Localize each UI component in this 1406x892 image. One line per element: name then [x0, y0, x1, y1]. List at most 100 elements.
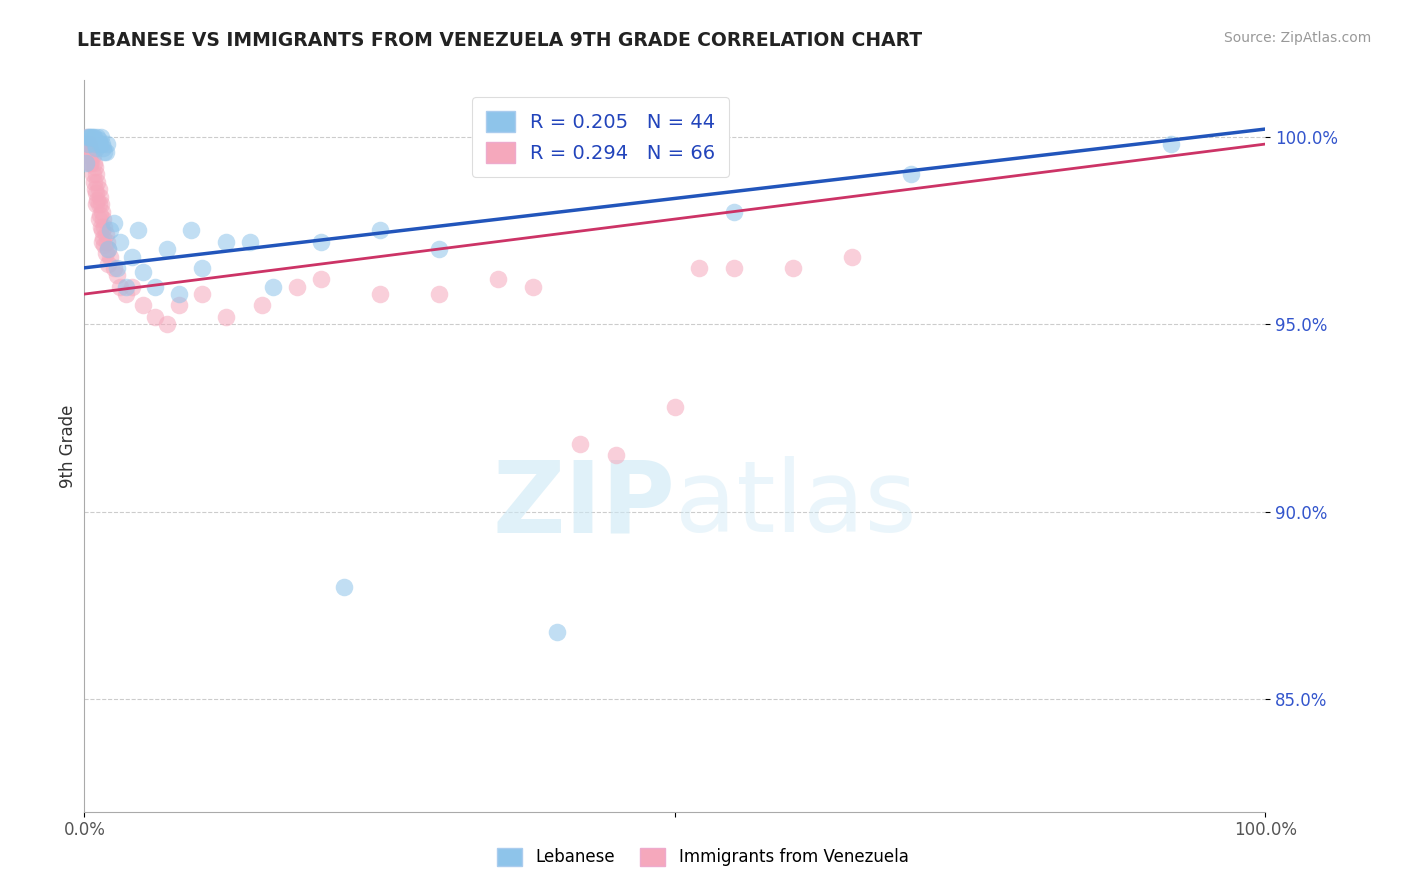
Point	[250, 298, 273, 312]
Point	[368, 287, 391, 301]
Point	[605, 449, 627, 463]
Point	[89, 136, 111, 151]
Point	[83, 175, 105, 189]
Point	[191, 287, 214, 301]
Point	[143, 279, 166, 293]
Point	[546, 624, 568, 639]
Point	[87, 197, 110, 211]
Point	[86, 175, 108, 189]
Text: LEBANESE VS IMMIGRANTS FROM VENEZUELA 9TH GRADE CORRELATION CHART: LEBANESE VS IMMIGRANTS FROM VENEZUELA 9T…	[77, 31, 922, 50]
Point	[333, 580, 356, 594]
Point	[569, 437, 592, 451]
Point	[368, 223, 391, 237]
Point	[90, 197, 112, 211]
Point	[215, 235, 238, 249]
Point	[90, 129, 112, 144]
Point	[98, 223, 121, 237]
Point	[239, 235, 262, 249]
Point	[167, 298, 190, 312]
Point	[80, 145, 103, 159]
Point	[87, 133, 110, 147]
Point	[132, 264, 155, 278]
Text: ZIP: ZIP	[492, 456, 675, 553]
Point	[84, 167, 107, 181]
Point	[84, 182, 107, 196]
Point	[83, 129, 105, 144]
Point	[91, 235, 114, 249]
Point	[77, 136, 100, 151]
Point	[84, 197, 107, 211]
Point	[77, 136, 100, 151]
Point	[427, 242, 450, 256]
Legend: Lebanese, Immigrants from Venezuela: Lebanese, Immigrants from Venezuela	[489, 839, 917, 875]
Point	[262, 279, 284, 293]
Point	[108, 279, 131, 293]
Point	[87, 212, 110, 227]
Point	[86, 194, 108, 208]
Point	[75, 136, 97, 151]
Text: atlas: atlas	[675, 456, 917, 553]
Point	[723, 260, 745, 275]
Point	[91, 204, 114, 219]
Point	[121, 279, 143, 293]
Point	[79, 156, 101, 170]
Point	[86, 129, 108, 144]
Point	[82, 148, 104, 162]
Point	[87, 182, 110, 196]
Point	[84, 186, 107, 200]
Point	[191, 260, 214, 275]
Point	[114, 287, 136, 301]
Point	[132, 298, 155, 312]
Point	[103, 216, 125, 230]
Y-axis label: 9th Grade: 9th Grade	[59, 404, 77, 488]
Point	[91, 136, 114, 151]
Point	[143, 310, 166, 324]
Point	[82, 129, 104, 144]
Point	[77, 148, 100, 162]
Point	[285, 279, 308, 293]
Point	[156, 242, 179, 256]
Point	[84, 160, 107, 174]
Point	[91, 141, 114, 155]
Point	[76, 129, 98, 144]
Point	[486, 272, 509, 286]
Point	[1160, 136, 1182, 151]
Point	[167, 287, 190, 301]
Point	[76, 129, 98, 144]
Point	[114, 279, 136, 293]
Point	[97, 242, 120, 256]
Point	[98, 250, 121, 264]
Point	[180, 223, 202, 237]
Point	[79, 129, 101, 144]
Point	[91, 231, 114, 245]
Point	[91, 212, 114, 227]
Point	[688, 260, 710, 275]
Point	[80, 156, 103, 170]
Point	[90, 219, 112, 234]
Point	[89, 189, 111, 203]
Point	[97, 257, 120, 271]
Point	[108, 235, 131, 249]
Point	[96, 136, 118, 151]
Point	[79, 141, 101, 155]
Text: Source: ZipAtlas.com: Source: ZipAtlas.com	[1223, 31, 1371, 45]
Point	[103, 260, 125, 275]
Legend: R = 0.205   N = 44, R = 0.294   N = 66: R = 0.205 N = 44, R = 0.294 N = 66	[472, 97, 730, 177]
Point	[84, 141, 107, 155]
Point	[97, 242, 120, 256]
Point	[80, 129, 103, 144]
Point	[156, 317, 179, 331]
Point	[89, 208, 111, 222]
Point	[664, 400, 686, 414]
Point	[94, 245, 117, 260]
Point	[782, 260, 804, 275]
Point	[94, 145, 117, 159]
Point	[93, 145, 115, 159]
Point	[77, 156, 100, 170]
Point	[93, 219, 115, 234]
Point	[215, 310, 238, 324]
Point	[723, 204, 745, 219]
Point	[127, 223, 149, 237]
Point	[94, 227, 117, 241]
Point	[83, 156, 105, 170]
